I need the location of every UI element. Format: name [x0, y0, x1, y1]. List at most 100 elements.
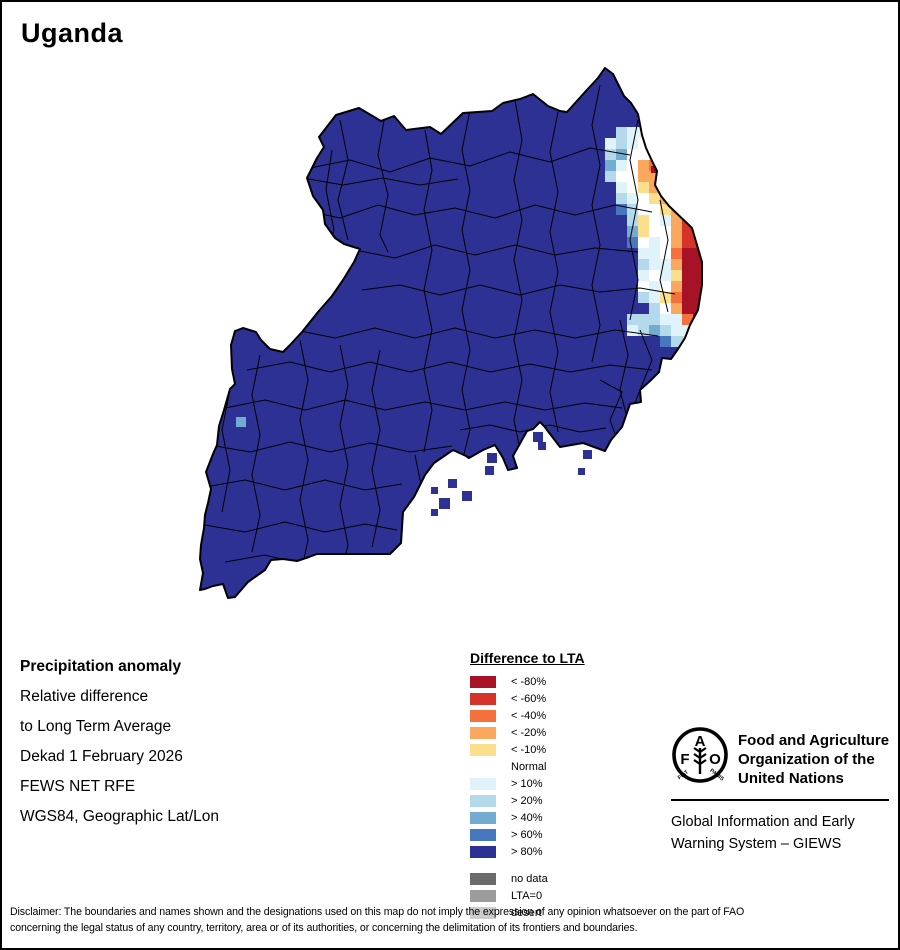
- raster-cell: [671, 226, 682, 237]
- legend-label: > 40%: [511, 811, 543, 824]
- legend-row: > 40%: [470, 809, 585, 826]
- raster-cell: [682, 259, 693, 270]
- legend-label: > 60%: [511, 828, 543, 841]
- fao-org-name: Food and Agriculture Organization of the U…: [738, 724, 889, 788]
- legend-swatch: [470, 726, 496, 739]
- legend-row: < -40%: [470, 707, 585, 724]
- raster-cell: [660, 204, 671, 215]
- raster-cell: [638, 193, 649, 204]
- raster-cell: [638, 237, 649, 248]
- info-line: Relative difference: [20, 688, 149, 705]
- legend-row: desert: [470, 904, 585, 921]
- raster-cell: [649, 226, 660, 237]
- legend-row: < -80%: [470, 673, 585, 690]
- raster-cell: [638, 314, 649, 325]
- fao-org-line: Food and Agriculture: [738, 732, 890, 749]
- raster-cell: [616, 149, 627, 160]
- country-border: [199, 67, 703, 599]
- raster-cell: [649, 259, 660, 270]
- legend-extra-rows: no data LTA=0 desert: [470, 870, 585, 921]
- island-pixel: [431, 509, 438, 516]
- raster-cell: [671, 259, 682, 270]
- raster-cell: [660, 325, 671, 336]
- lake-islands-layer: [431, 432, 592, 516]
- raster-cell: [649, 248, 660, 259]
- legend-row: no data: [470, 870, 585, 887]
- raster-cell: [649, 182, 660, 193]
- disclaimer-line: concerning the legal status of any count…: [10, 921, 638, 934]
- raster-cell: [616, 204, 627, 215]
- district-boundary-line: [221, 389, 231, 513]
- raster-cell: [638, 292, 649, 303]
- raster-cell: [638, 325, 649, 336]
- legend-row: < -60%: [470, 690, 585, 707]
- raster-cell: [649, 270, 660, 281]
- island-pixel: [462, 491, 472, 501]
- island-pixel: [487, 453, 497, 463]
- raster-cell: [671, 292, 682, 303]
- raster-cell: [660, 281, 671, 292]
- info-line: Dekad 1 February 2026: [20, 748, 183, 765]
- island-pixel: [439, 498, 450, 509]
- raster-cell: [682, 281, 693, 292]
- legend-gap: [470, 860, 585, 870]
- fao-logo-letter-o: O: [709, 751, 721, 768]
- raster-cell: [671, 248, 682, 259]
- legend-label: < -10%: [511, 743, 547, 756]
- district-boundary-line: [339, 344, 349, 579]
- raster-cell: [693, 336, 702, 347]
- raster-cell: [693, 270, 702, 281]
- legend-swatch: [470, 828, 496, 841]
- raster-cell: [671, 314, 682, 325]
- raster-cell: [605, 160, 616, 171]
- raster-cell: [693, 325, 702, 336]
- raster-cell: [682, 292, 693, 303]
- raster-cell: [682, 314, 693, 325]
- raster-cell: [660, 270, 671, 281]
- legend-swatch: [470, 675, 496, 688]
- info-lines: Relative difference to Long Term Average D…: [20, 682, 219, 832]
- info-line: WGS84, Geographic Lat/Lon: [20, 808, 220, 825]
- raster-cell: [638, 270, 649, 281]
- raster-cell: [671, 336, 682, 347]
- wheat-ear-icon: [693, 747, 707, 774]
- raster-cell: [627, 171, 638, 182]
- raster-cell: [671, 215, 682, 226]
- raster-cell: [627, 226, 638, 237]
- island-pixel: [583, 450, 592, 459]
- raster-cell: [649, 325, 660, 336]
- legend-label: < -80%: [511, 675, 547, 688]
- district-boundary-line: [299, 339, 309, 578]
- raster-cell: [660, 314, 671, 325]
- raster-cell: [660, 303, 671, 314]
- district-boundary-line: [659, 199, 669, 313]
- district-boundary-line: [591, 84, 601, 363]
- raster-cell: [649, 138, 660, 149]
- legend-swatch: [470, 906, 496, 919]
- legend-label: LTA=0: [511, 889, 543, 902]
- raster-cell: [627, 182, 638, 193]
- legend-label: > 80%: [511, 845, 543, 858]
- raster-cell: [627, 127, 638, 138]
- district-boundary-line: [204, 479, 403, 491]
- raster-cell: [671, 325, 682, 336]
- district-boundary-line: [209, 441, 453, 453]
- island-pixel: [533, 432, 543, 442]
- giews-line: Global Information and Early: [671, 814, 855, 830]
- raster-cell: [649, 303, 660, 314]
- raster-cell: [682, 270, 693, 281]
- raster-cell: [682, 303, 693, 314]
- raster-cell: [627, 237, 638, 248]
- legend-swatch: [470, 845, 496, 858]
- disclaimer-line: Disclaimer: The boundaries and names sho…: [10, 906, 745, 918]
- raster-cell: [682, 204, 693, 215]
- legend-row: > 60%: [470, 826, 585, 843]
- fao-divider: [671, 799, 889, 801]
- raster-cell: [682, 226, 693, 237]
- raster-cell: [638, 204, 649, 215]
- district-boundary-line: [294, 327, 659, 339]
- fao-logo-letter-a: A: [695, 733, 706, 750]
- legend-label: Normal: [511, 760, 547, 773]
- legend-label: desert: [511, 906, 542, 919]
- district-boundary-line: [513, 99, 523, 451]
